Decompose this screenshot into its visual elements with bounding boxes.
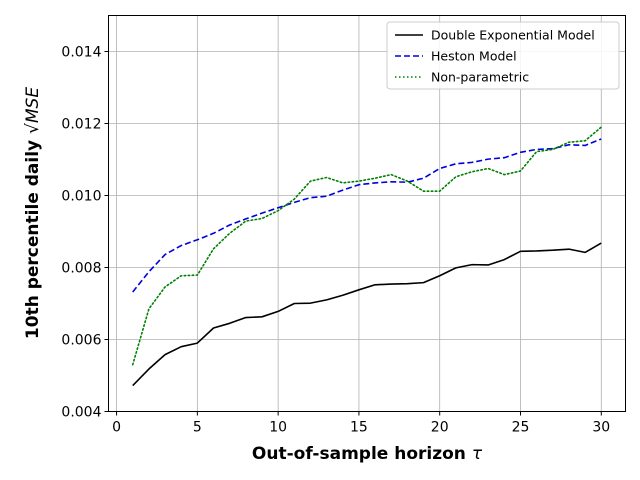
y-tick-label: 0.012 — [61, 117, 101, 133]
y-tick-label: 0.014 — [61, 45, 101, 61]
x-tick-label: 5 — [193, 420, 202, 436]
plot-frame — [108, 15, 626, 412]
series-lines — [131, 126, 603, 387]
y-tick-label: 0.006 — [61, 333, 101, 349]
x-tick-label: 10 — [269, 420, 287, 436]
x-tick-label: 20 — [431, 420, 449, 436]
legend: Double Exponential Model Heston Model Non-… — [386, 21, 620, 90]
x-tick-label: 15 — [350, 420, 368, 436]
y-tick-label: 0.008 — [61, 261, 101, 277]
legend-label-0: Double Exponential Model — [431, 28, 595, 43]
legend-box — [386, 21, 620, 90]
ticks: 0 5 10 15 20 25 30 0.004 0.006 0.008 0.010 0.012 0.0… — [61, 45, 610, 436]
y-tick-label: 0.010 — [61, 189, 101, 205]
y-tick-label: 0.004 — [61, 405, 101, 421]
x-axis-title: Out-of-sample horizon τ — [252, 444, 483, 464]
legend-label-2: Non-parametric — [431, 70, 529, 85]
x-tick-label: 30 — [592, 420, 610, 436]
series-line-1 — [132, 138, 602, 293]
series-line-2 — [131, 126, 603, 366]
x-tick-label: 25 — [512, 420, 530, 436]
legend-label-1: Heston Model — [431, 49, 517, 64]
x-tick-label: 0 — [112, 420, 121, 436]
series-line-0 — [132, 242, 602, 387]
y-axis-title: 10th percentile daily √MSE — [23, 87, 43, 339]
